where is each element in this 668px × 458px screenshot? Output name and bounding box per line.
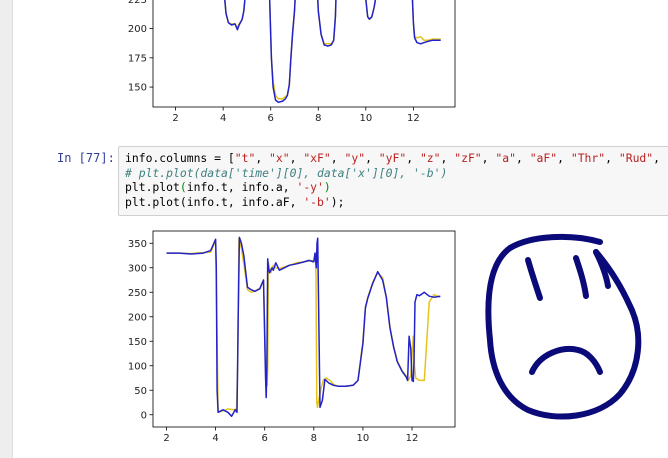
plot-frame xyxy=(152,0,456,108)
code-string-literal: "xF" xyxy=(303,151,331,165)
x-tick-label: 12 xyxy=(406,433,419,444)
y-tick-label: 175 xyxy=(128,53,147,64)
code-string-literal: "t" xyxy=(234,151,256,165)
code-string-literal: "yF" xyxy=(378,151,407,165)
code-text: info.columns = ["t", "x", "xF", "y", "yF… xyxy=(119,147,668,209)
x-tick-label: 4 xyxy=(220,113,226,124)
y-tick-label: 350 xyxy=(128,239,147,250)
cell-prompt: In [77]: xyxy=(57,151,115,165)
code-line-3: plt.plot(info.t, info.a, '-y') xyxy=(125,180,331,195)
y-tick-label: 225 xyxy=(128,0,147,6)
y-tick-label: 150 xyxy=(128,337,147,348)
code-string-literal: "aF" xyxy=(529,151,558,165)
x-tick-label: 6 xyxy=(262,433,268,444)
code-string-literal: "z" xyxy=(419,151,441,165)
y-tick-label: 100 xyxy=(128,361,147,372)
left-eye-stroke xyxy=(525,257,543,301)
x-tick-label: 8 xyxy=(311,433,317,444)
top-line-chart: 2 4 6 8 10 12 150 175 200 225 xyxy=(128,0,456,124)
y-tick-label: 250 xyxy=(128,288,147,299)
right-eye-stroke xyxy=(593,249,611,289)
series-line-9 xyxy=(411,0,441,45)
face-outline xyxy=(485,233,642,420)
code-string-literal: "Rud" xyxy=(618,151,654,165)
y-tick-label: 0 xyxy=(141,410,147,421)
middle-eye-stroke xyxy=(573,255,589,299)
series-line-1 xyxy=(166,236,441,417)
code-string-literal: "y" xyxy=(344,151,366,165)
series-line-5 xyxy=(317,0,337,47)
frown-mouth xyxy=(529,346,603,375)
bottom-line-chart: 2 4 6 8 10 12 0 50 100 150 200 250 300 350 xyxy=(128,230,456,444)
x-tick-label: 10 xyxy=(359,113,372,124)
x-tick-label: 2 xyxy=(163,433,169,444)
x-tick-label: 2 xyxy=(172,113,178,124)
code-cell-input[interactable]: info.columns = ["t", "x", "xF", "y", "yF… xyxy=(118,146,668,216)
plot-frame xyxy=(152,230,456,428)
y-tick-label: 150 xyxy=(128,83,147,94)
code-line-1: info.columns = ["t", "x", "xF", "y", "yF… xyxy=(125,151,661,165)
y-tick-label: 200 xyxy=(128,24,147,35)
code-string-literal: "x" xyxy=(269,151,290,165)
series-line-3 xyxy=(268,0,296,104)
x-tick-label: 4 xyxy=(212,433,218,444)
y-tick-label: 200 xyxy=(128,312,147,323)
code-string-literal: "zF" xyxy=(454,151,482,165)
code-string-literal: "a" xyxy=(495,151,516,165)
x-tick-label: 6 xyxy=(268,113,274,124)
series-line-1 xyxy=(224,0,246,31)
code-string-literal: "Thr" xyxy=(570,151,606,165)
x-tick-label: 12 xyxy=(407,113,420,124)
series-line-7 xyxy=(365,0,377,20)
y-tick-label: 300 xyxy=(128,263,147,274)
x-tick-label: 8 xyxy=(315,113,321,124)
y-tick-label: 50 xyxy=(134,386,147,397)
code-line-4: plt.plot(info.t, info.aF, '-b'); xyxy=(125,194,345,209)
code-line-2: # plt.plot(data['time'][0], data['x'][0]… xyxy=(125,165,448,180)
x-tick-label: 10 xyxy=(357,433,370,444)
sad-face-doodle xyxy=(485,233,642,420)
